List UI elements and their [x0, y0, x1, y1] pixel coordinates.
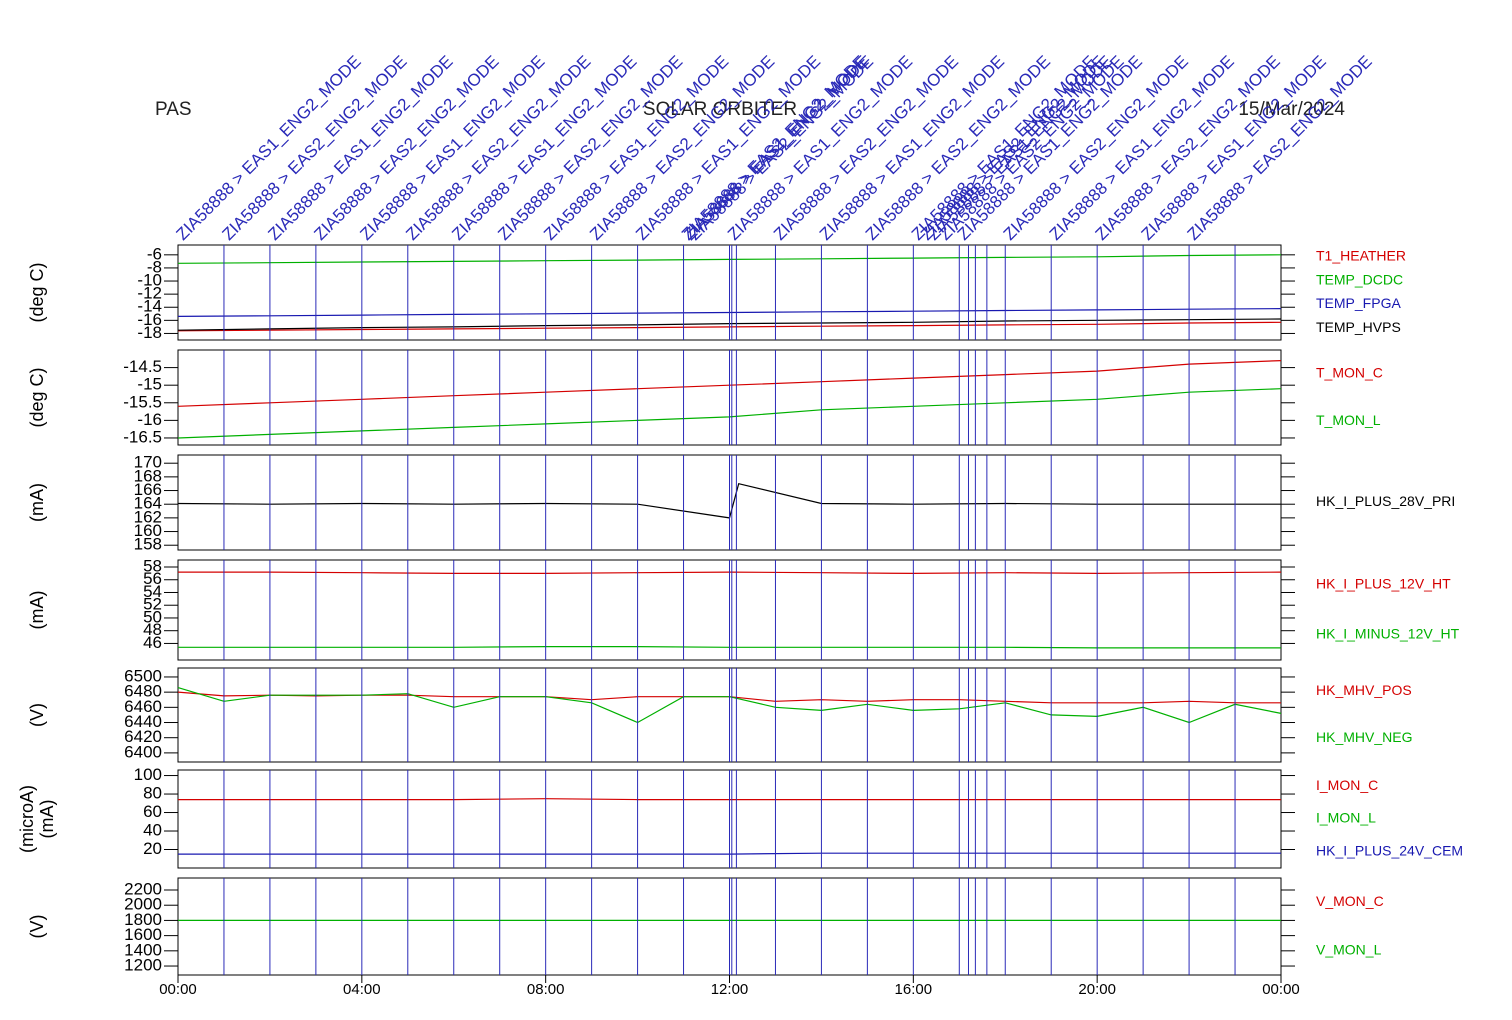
- y-tick-label: 1800: [124, 910, 162, 929]
- y-tick-label: 1400: [124, 940, 162, 959]
- y-tick-label: 6460: [124, 697, 162, 716]
- x-tick-label: 16:00: [895, 981, 933, 998]
- legend-entry: HK_MHV_POS: [1316, 682, 1412, 698]
- y-tick-label: 6480: [124, 682, 162, 701]
- y-axis-label: (mA): [37, 800, 57, 839]
- legend-entry: V_MON_C: [1316, 893, 1384, 909]
- y-tick-label: 2000: [124, 895, 162, 914]
- y-tick-label: -15.5: [123, 392, 162, 411]
- y-tick-label: 1200: [124, 956, 162, 975]
- y-axis-label: (V): [27, 703, 47, 727]
- y-tick-label: 162: [134, 507, 162, 526]
- y-axis-label: (deg C): [27, 367, 47, 427]
- legend-entry: TEMP_HVPS: [1316, 319, 1401, 335]
- x-tick-label: 00:00: [159, 981, 197, 998]
- y-axis-label: (mA): [27, 483, 47, 522]
- y-tick-label: -16: [137, 310, 162, 329]
- y-axis-label: (mA): [27, 591, 47, 630]
- x-tick-label: 00:00: [1262, 981, 1300, 998]
- instrument: PAS: [155, 99, 192, 120]
- y-tick-label: -12: [137, 284, 162, 303]
- y-tick-label: 50: [143, 607, 162, 626]
- legend-entry: V_MON_L: [1316, 941, 1382, 957]
- y-tick-label: 1600: [124, 925, 162, 944]
- y-tick-label: 58: [143, 556, 162, 575]
- y-tick-label: 6440: [124, 712, 162, 731]
- y-axis-label: (microA): [17, 785, 37, 853]
- y-tick-label: 160: [134, 521, 162, 540]
- y-tick-label: 100: [134, 765, 162, 784]
- series-line: [177, 482, 1281, 519]
- legend-entry: T1_HEATHER: [1316, 248, 1406, 264]
- legend-entry: T_MON_C: [1316, 364, 1383, 380]
- y-tick-label: -10: [137, 271, 162, 290]
- y-tick-label: -6: [147, 244, 162, 263]
- legend-entry: TEMP_DCDC: [1316, 271, 1403, 287]
- y-tick-label: -16: [137, 410, 162, 429]
- y-tick-label: 40: [143, 821, 162, 840]
- y-tick-label: 6420: [124, 727, 162, 746]
- y-tick-label: 170: [134, 453, 162, 472]
- legend-entry: T_MON_L: [1316, 412, 1381, 428]
- date: 15/Mar/2024: [1238, 99, 1345, 120]
- y-axis-label: (deg C): [27, 262, 47, 322]
- y-tick-label: 164: [134, 494, 162, 513]
- legend-entry: I_MON_L: [1316, 810, 1376, 826]
- y-tick-label: 56: [143, 569, 162, 588]
- y-tick-label: 54: [143, 582, 162, 601]
- y-tick-label: 20: [143, 839, 162, 858]
- y-tick-label: -18: [137, 323, 162, 342]
- y-tick-label: -14.5: [123, 357, 162, 376]
- y-tick-label: 60: [143, 802, 162, 821]
- y-tick-label: 80: [143, 784, 162, 803]
- y-tick-label: 6500: [124, 666, 162, 685]
- y-tick-label: 6400: [124, 742, 162, 761]
- legend-entry: HK_MHV_NEG: [1316, 729, 1412, 745]
- x-tick-label: 20:00: [1078, 981, 1116, 998]
- y-tick-label: 168: [134, 466, 162, 485]
- legend-entry: HK_I_PLUS_24V_CEM: [1316, 842, 1463, 858]
- x-tick-label: 12:00: [711, 981, 749, 998]
- legend-entry: TEMP_FPGA: [1316, 295, 1401, 311]
- y-tick-label: -15: [137, 375, 162, 394]
- y-tick-label: -8: [147, 257, 162, 276]
- y-axis-label: (V): [27, 915, 47, 939]
- y-tick-label: -14: [137, 297, 162, 316]
- x-tick-label: 04:00: [343, 981, 381, 998]
- legend-entry: I_MON_C: [1316, 777, 1378, 793]
- legend-entry: HK_I_PLUS_28V_PRI: [1316, 493, 1455, 509]
- x-tick-label: 08:00: [527, 981, 565, 998]
- legend-entry: HK_I_MINUS_12V_HT: [1316, 626, 1460, 642]
- legend-entry: HK_I_PLUS_12V_HT: [1316, 576, 1451, 592]
- y-tick-label: 166: [134, 480, 162, 499]
- y-tick-label: -16.5: [123, 427, 162, 446]
- y-tick-label: 52: [143, 595, 162, 614]
- mission: SOLAR ORBITER: [643, 99, 797, 120]
- y-tick-label: 46: [143, 633, 162, 652]
- y-tick-label: 2200: [124, 879, 162, 898]
- y-tick-label: 48: [143, 620, 162, 639]
- y-tick-label: 158: [134, 535, 162, 554]
